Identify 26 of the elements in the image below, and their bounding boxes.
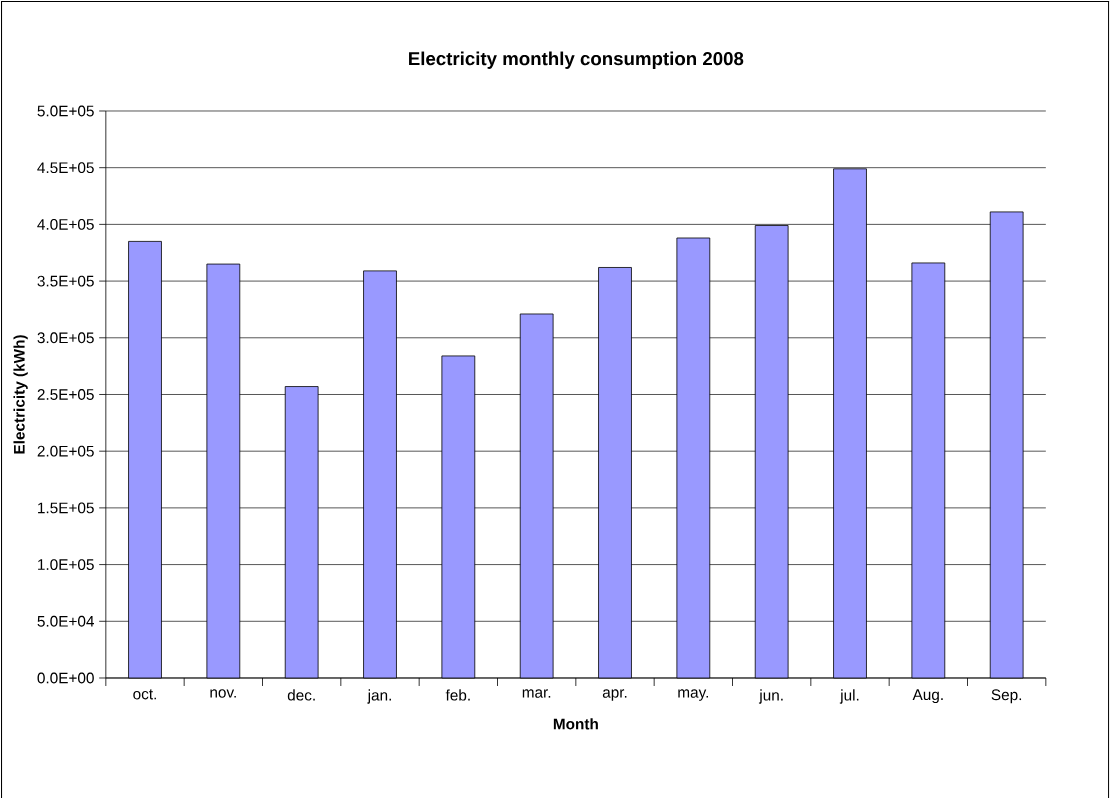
x-tick-label: Aug. [912,689,943,704]
x-tick-label: may. [678,689,708,701]
x-tick-label: jul. [839,689,859,704]
x-tick-label: dec. [287,689,315,701]
x-tick-label: Sep. [991,689,1022,704]
y-tick-label: 1.0E+05 [38,559,94,571]
x-axis-title: Month [553,718,598,730]
x-tick-label: jan. [367,689,391,704]
y-tick-label: 5.0E+05 [37,105,94,117]
x-tick-label: oct. [133,689,156,700]
y-tick-label: 3.5E+05 [37,275,94,287]
y-tick-label: 2.0E+05 [37,445,94,457]
x-tick-label: mar. [522,689,551,698]
y-tick-label: 4.5E+05 [37,162,94,174]
y-tick-label: 0.0E+00 [37,672,94,684]
y-axis-title: Electricity (kWh) [13,335,28,454]
x-tick-label: feb. [445,689,470,701]
y-tick-label: 1.5E+05 [38,502,94,514]
y-tick-label: 5.0E+04 [37,615,94,627]
x-tick-label: jun. [758,689,783,704]
chart-title: Electricity monthly consumption 2008 [409,51,744,69]
x-tick-label: apr. [602,689,627,701]
y-tick-label: 4.0E+05 [37,218,94,230]
y-tick-label: 2.5E+05 [37,389,94,400]
x-tick-label: nov. [210,689,236,698]
y-tick-label: 3.0E+05 [37,332,94,344]
